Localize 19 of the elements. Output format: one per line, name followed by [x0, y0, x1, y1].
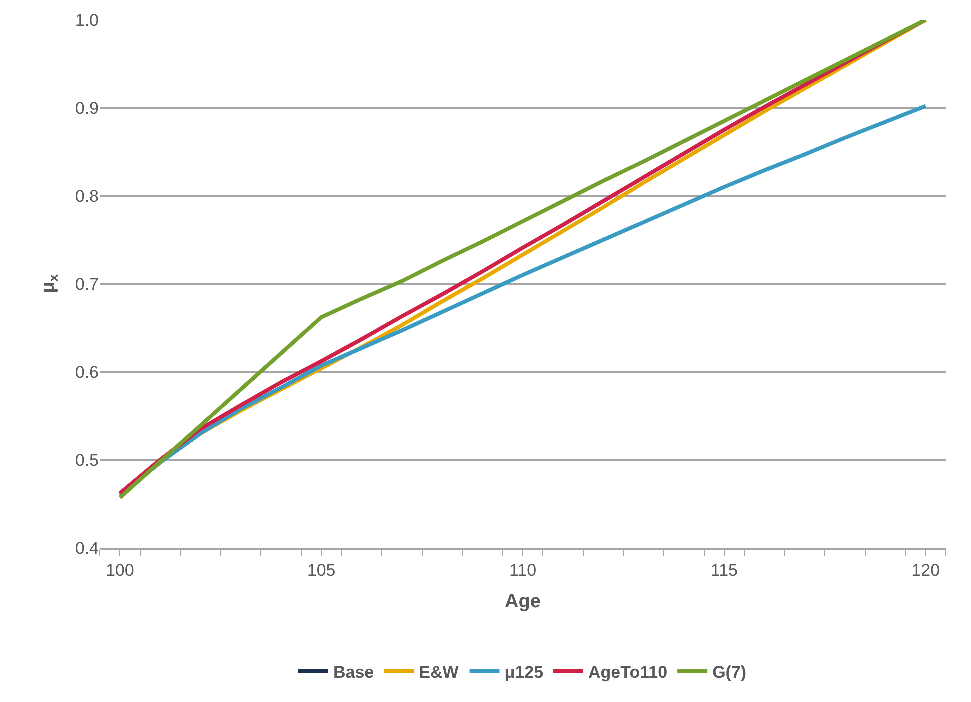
legend-label: AgeTo110 [588, 662, 668, 682]
x-tick-label: 100 [106, 561, 134, 580]
y-tick-label: 0.8 [75, 186, 99, 206]
y-tick-label: 0.5 [75, 450, 99, 470]
x-tick-label: 105 [307, 561, 336, 580]
y-tick-label: 1.0 [75, 10, 99, 30]
x-tick-label: 120 [912, 561, 940, 580]
y-tick-label: 0.6 [75, 362, 99, 382]
y-tick-label: 0.7 [75, 274, 99, 294]
y-tick-label: 0.4 [75, 538, 99, 558]
x-tick-label: 115 [710, 561, 738, 580]
legend-label: Base [334, 662, 374, 682]
legend-label: G(7) [712, 662, 747, 682]
legend-label: μ125 [504, 662, 544, 682]
line-series [118, 104, 928, 498]
y-tick-label: 0.9 [75, 98, 99, 118]
legend-label: E&W [419, 662, 460, 682]
x-tick-label: 110 [509, 561, 537, 580]
x-axis-title: Age [505, 591, 541, 612]
